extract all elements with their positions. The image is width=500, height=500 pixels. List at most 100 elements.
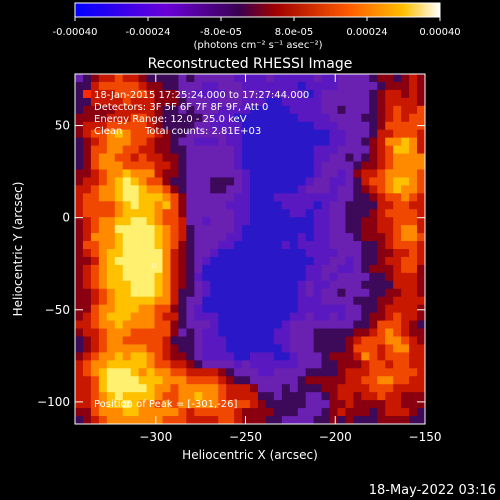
heatmap-cell [138,296,148,306]
heatmap-cell [234,225,243,234]
heatmap-cell [242,185,251,194]
heatmap-cell [361,344,370,354]
heatmap-cell [75,280,84,290]
heatmap-cell [369,193,378,202]
heatmap-cell [289,105,299,115]
heatmap-cell [409,217,418,226]
heatmap-cell [289,328,299,338]
heatmap-cell [417,296,425,306]
heatmap-cell [202,336,211,346]
heatmap-cell [321,296,331,306]
heatmap-cell [393,201,402,210]
heatmap-cell [265,161,275,171]
heatmap-cell [289,241,299,250]
colorbar-tick-label: -0.00040 [53,27,98,38]
heatmap-cell [178,209,187,218]
heatmap-cell [82,193,92,202]
heatmap-cell [250,296,259,306]
heatmap-cell [202,360,211,369]
heatmap-cell [393,97,402,107]
heatmap-cell [178,193,187,202]
heatmap-cell [90,153,100,163]
heatmap-cell [305,400,315,409]
heatmap-cell [234,201,243,210]
heatmap-cell [377,400,386,409]
heatmap-cell [162,264,172,274]
heatmap-cell [194,280,203,290]
heatmap-cell [313,217,323,226]
heatmap-cell [345,161,355,171]
heatmap-cell [257,249,267,258]
heatmap-cell [313,74,323,83]
heatmap-cell [393,105,402,115]
heatmap-cell [305,137,315,147]
heatmap-cell [385,376,394,385]
heatmap-cell [210,320,219,330]
heatmap-cell [409,320,418,330]
heatmap-cell [162,209,172,218]
heatmap-cell [313,177,323,186]
heatmap-cell [289,384,299,393]
heatmap-cell [329,185,339,194]
heatmap-cell [289,376,299,385]
heatmap-cell [146,376,156,385]
heatmap-cell [218,392,227,401]
heatmap-cell [265,74,275,83]
heatmap-cell [194,129,203,139]
heatmap-cell [194,368,203,377]
heatmap-cell [234,336,243,346]
heatmap-cell [154,272,164,282]
heatmap-cell [305,145,315,155]
heatmap-cell [114,121,124,131]
heatmap-cell [353,169,362,179]
heatmap-cell [273,376,283,385]
heatmap-cell [417,193,425,202]
heatmap-cell [250,320,259,330]
heatmap-cell [273,249,283,258]
heatmap-cell [194,145,203,155]
heatmap-cell [178,352,187,361]
heatmap-cell [138,201,148,210]
heatmap-cell [257,368,267,377]
heatmap-cell [369,272,378,282]
heatmap-cell [138,74,148,83]
heatmap-cell [297,185,307,194]
heatmap-cell [114,241,124,250]
heatmap-cell [202,97,211,107]
heatmap-cell [353,336,362,346]
heatmap-cell [313,304,323,314]
heatmap-cell [98,264,108,274]
heatmap-cell [377,129,386,139]
heatmap-cell [170,169,180,179]
heatmap-cell [353,288,362,298]
heatmap-cell [305,408,315,417]
heatmap-cell [106,296,116,306]
heatmap-cell [90,352,100,361]
heatmap-cell [194,201,203,210]
heatmap-cell [106,368,116,377]
heatmap-cell [281,217,291,226]
heatmap-cell [337,201,347,210]
heatmap-cell [361,241,370,250]
heatmap-cell [218,344,227,354]
heatmap-cell [385,137,394,147]
heatmap-cell [122,97,132,107]
heatmap-cell [138,233,148,242]
heatmap-cell [202,296,211,306]
heatmap-cell [337,153,347,163]
heatmap-cell [385,161,394,171]
heatmap-cell [401,105,410,115]
heatmap-cell [369,233,378,242]
heatmap-cell [242,225,251,234]
heatmap-cell [321,193,331,202]
heatmap-cell [218,312,227,322]
heatmap-cell [106,105,116,115]
heatmap-cell [75,249,84,258]
heatmap-cell [122,81,132,91]
heatmap-cell [297,105,307,115]
heatmap-cell [114,376,124,385]
heatmap-cell [385,288,394,298]
heatmap-cell [369,360,378,369]
heatmap-cell [377,121,386,131]
heatmap-cell [409,89,418,99]
